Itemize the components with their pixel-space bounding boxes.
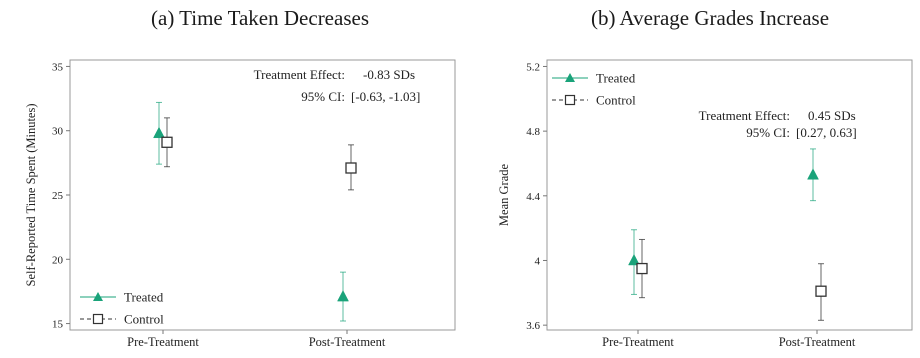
panel-a-ci-value: [-0.63, -1.03] (351, 89, 420, 104)
panel-a-legend-treated-marker (93, 292, 103, 301)
panel-a-treated-point (153, 126, 165, 139)
panel-b-legend-treated-marker (565, 73, 575, 82)
panel-b-ytick-label: 3.6 (526, 320, 540, 332)
panel-a-control-point (345, 162, 357, 174)
panel-b-legend-label-treated: Treated (596, 71, 636, 86)
panel-b-control-point (815, 285, 827, 297)
panel-a-ylabel: Self-Reported Time Spent (Minutes) (24, 104, 38, 287)
panel-a-ytick-label: 15 (52, 319, 64, 331)
panel-b-ytick-label: 5.2 (526, 61, 540, 73)
panel-b-legend-control-marker (564, 94, 576, 106)
panel-b-ci-label: 95% CI: (746, 125, 790, 140)
panel-b-ci-value: [0.27, 0.63] (796, 125, 857, 140)
panel-a-control-point (161, 136, 173, 148)
panel-a-ci-label: 95% CI: (301, 89, 345, 104)
panel-a-legend-label-treated: Treated (124, 290, 164, 305)
panel-b-ytick-label: 4 (535, 255, 541, 267)
panel-b-control-point (636, 262, 648, 275)
panel-b-xtick-label: Pre-Treatment (602, 335, 674, 349)
panel-b-plot-frame (546, 59, 913, 331)
panel-a-title: (a) Time Taken Decreases (151, 6, 369, 30)
panel-b-xtick-label: Post-Treatment (779, 335, 856, 349)
panel-a-ytick-label: 25 (52, 190, 64, 202)
panel-a-effect-value: -0.83 SDs (363, 67, 415, 82)
panel-a-xtick-label: Pre-Treatment (127, 335, 199, 349)
panel-b-effect-value: 0.45 SDs (808, 108, 856, 123)
panel-b-legend-label-control: Control (596, 93, 636, 108)
panel-a-ytick-label: 30 (52, 126, 64, 138)
panel-b-ytick-label: 4.4 (526, 191, 540, 203)
panel-a-effect-label: Treatment Effect: (254, 67, 345, 82)
panel-a-ytick-label: 20 (52, 254, 64, 266)
panel-b-effect-label: Treatment Effect: (699, 108, 790, 123)
panel-a-legend-label-control: Control (124, 312, 164, 327)
panel-a-legend-control-marker (92, 313, 104, 325)
panel-a-ytick-label: 35 (52, 61, 64, 73)
panel-b-title: (b) Average Grades Increase (590, 6, 830, 30)
panel-b-treated-point (628, 253, 640, 266)
panel-a-xtick-label: Post-Treatment (309, 335, 386, 349)
panel-b-ylabel: Mean Grade (497, 163, 511, 226)
panel-a-treated-point (337, 290, 349, 302)
panel-b-treated-point (807, 168, 819, 180)
panel-b-ytick-label: 4.8 (526, 126, 540, 138)
